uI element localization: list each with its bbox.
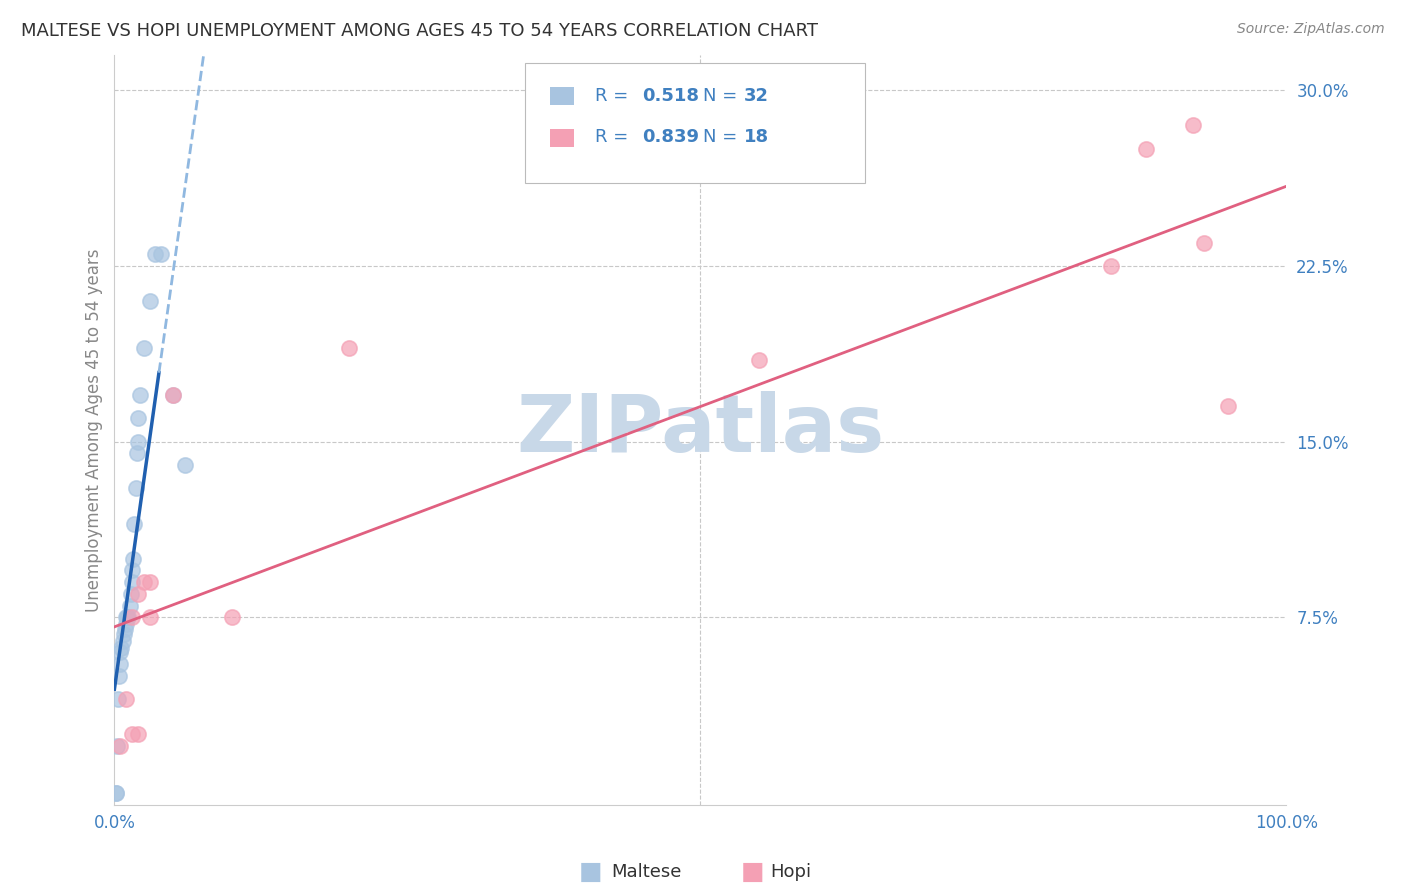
Text: 32: 32	[744, 87, 769, 104]
Point	[127, 587, 149, 601]
Point	[1194, 235, 1216, 250]
Point	[125, 446, 148, 460]
Point	[1135, 142, 1157, 156]
Point	[132, 575, 155, 590]
Text: 0.518: 0.518	[641, 87, 699, 104]
Point	[150, 247, 173, 261]
Text: R =: R =	[595, 87, 634, 104]
Point	[105, 739, 128, 753]
Text: ■: ■	[579, 861, 602, 884]
Point	[114, 622, 136, 636]
Point	[111, 633, 134, 648]
Point	[1181, 119, 1204, 133]
FancyBboxPatch shape	[550, 128, 574, 146]
Point	[110, 640, 132, 655]
Point	[127, 727, 149, 741]
Point	[110, 645, 132, 659]
Point	[748, 352, 770, 367]
Point	[121, 610, 143, 624]
FancyBboxPatch shape	[524, 62, 865, 183]
Point	[115, 692, 138, 706]
FancyBboxPatch shape	[550, 87, 574, 105]
Point	[118, 599, 141, 613]
Point	[145, 247, 167, 261]
Point	[127, 411, 149, 425]
Text: N =: N =	[703, 128, 742, 145]
Text: ZIPatlas: ZIPatlas	[516, 391, 884, 469]
Point	[107, 692, 129, 706]
Point	[108, 669, 131, 683]
Point	[104, 786, 127, 800]
Point	[138, 575, 160, 590]
Point	[110, 657, 132, 672]
Text: 0.839: 0.839	[641, 128, 699, 145]
Point	[337, 341, 360, 355]
Point	[121, 727, 143, 741]
Text: 18: 18	[744, 128, 769, 145]
Point	[221, 610, 243, 624]
Point	[115, 610, 138, 624]
Text: N =: N =	[703, 87, 742, 104]
Point	[162, 388, 184, 402]
Point	[138, 294, 160, 309]
Point	[124, 516, 146, 531]
Point	[173, 458, 195, 472]
Point	[117, 610, 139, 624]
Text: Source: ZipAtlas.com: Source: ZipAtlas.com	[1237, 22, 1385, 37]
Text: R =: R =	[595, 128, 634, 145]
Text: Maltese: Maltese	[612, 863, 682, 881]
Point	[127, 434, 149, 449]
Point	[121, 575, 143, 590]
Point	[129, 388, 152, 402]
Point	[120, 587, 142, 601]
Point	[122, 551, 145, 566]
Point	[124, 482, 146, 496]
Point	[1216, 400, 1239, 414]
Point	[112, 626, 135, 640]
Point	[110, 739, 132, 753]
Text: ■: ■	[741, 861, 763, 884]
Point	[132, 341, 155, 355]
Y-axis label: Unemployment Among Ages 45 to 54 years: Unemployment Among Ages 45 to 54 years	[86, 248, 103, 612]
Point	[1099, 259, 1122, 273]
Text: MALTESE VS HOPI UNEMPLOYMENT AMONG AGES 45 TO 54 YEARS CORRELATION CHART: MALTESE VS HOPI UNEMPLOYMENT AMONG AGES …	[21, 22, 818, 40]
Point	[138, 610, 160, 624]
Text: Hopi: Hopi	[770, 863, 811, 881]
Point	[117, 610, 139, 624]
Point	[162, 388, 184, 402]
Point	[121, 564, 143, 578]
Point	[104, 786, 127, 800]
Point	[115, 617, 138, 632]
